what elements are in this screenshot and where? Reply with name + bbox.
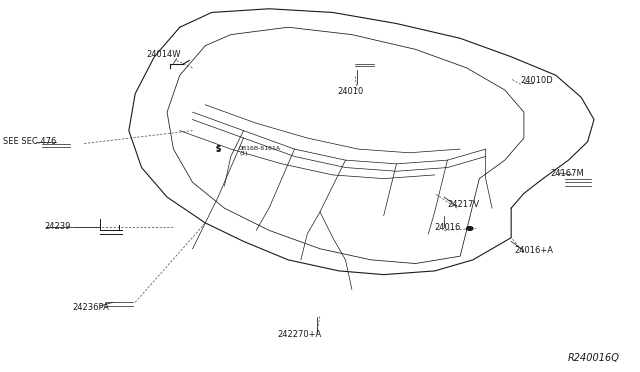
Text: R240016Q: R240016Q — [568, 353, 620, 363]
Text: SEE SEC.476: SEE SEC.476 — [3, 137, 57, 146]
Bar — [304, 306, 330, 317]
Bar — [531, 79, 549, 94]
Bar — [565, 167, 591, 190]
Text: 24239: 24239 — [45, 222, 71, 231]
Text: 24167M: 24167M — [550, 169, 584, 177]
Text: 24010: 24010 — [337, 87, 364, 96]
Text: S: S — [215, 145, 221, 154]
Text: 24014W: 24014W — [147, 51, 181, 60]
Text: 24236PA: 24236PA — [72, 302, 109, 312]
Bar — [105, 294, 134, 311]
Text: 24217V: 24217V — [447, 200, 479, 209]
Text: 24016+A: 24016+A — [515, 246, 554, 255]
Bar — [352, 57, 378, 71]
Text: 0B16B-6161A: 0B16B-6161A — [239, 146, 281, 151]
Circle shape — [467, 227, 473, 230]
Text: 24010D: 24010D — [521, 76, 554, 85]
Bar — [41, 134, 70, 154]
Bar — [465, 224, 487, 232]
Text: (1): (1) — [239, 151, 248, 156]
Text: S: S — [216, 146, 221, 152]
Text: 24016: 24016 — [435, 223, 461, 232]
Text: 242270+A: 242270+A — [278, 330, 322, 339]
